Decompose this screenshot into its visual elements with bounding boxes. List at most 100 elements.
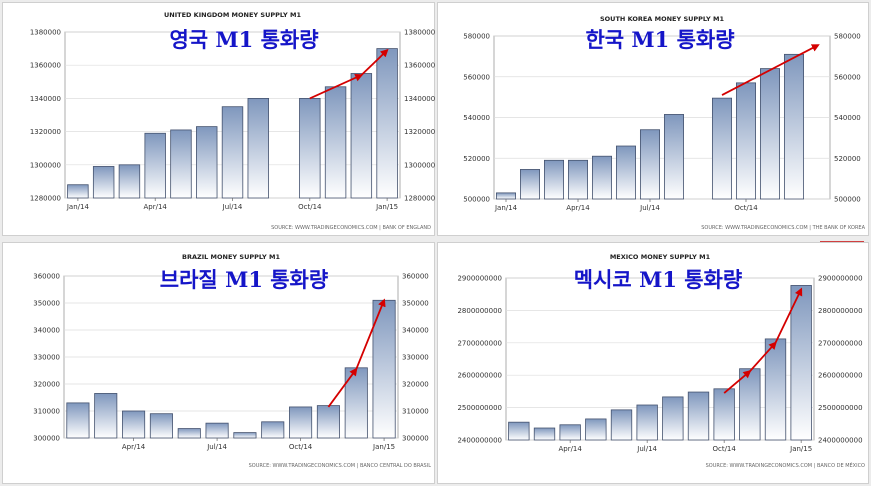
source-note: SOURCE: WWW.TRADINGECONOMICS.COM | BANK …	[271, 225, 431, 231]
arrow-head-icon	[349, 367, 358, 377]
y-tick-label-right: 2600000000	[818, 372, 863, 380]
bar	[67, 184, 89, 199]
bar	[118, 164, 141, 199]
bar	[559, 424, 581, 441]
bar	[221, 106, 244, 199]
chart-svg: 1280000 1280000 1300000 1300000 1320000 13200…	[30, 11, 435, 231]
x-tick-label: Jan/15	[789, 445, 812, 453]
x-tick-label: Jan/15	[375, 203, 398, 211]
bar	[615, 145, 636, 200]
x-tick-label: Jul/14	[222, 203, 243, 211]
y-tick-label-left: 2400000000	[457, 437, 502, 445]
bar	[585, 418, 607, 441]
uk-chart-panel: 1280000 1280000 1300000 1300000 1320000 13200…	[2, 2, 435, 236]
x-tick-label: Jul/14	[636, 445, 657, 453]
y-tick-label-right: 560000	[834, 73, 861, 81]
x-tick-label: Jan/14	[66, 203, 90, 211]
y-tick-label-left: 2800000000	[457, 307, 502, 315]
x-tick-label: Apr/14	[122, 443, 146, 451]
bar	[735, 82, 756, 200]
bar	[610, 409, 633, 441]
bar	[350, 73, 373, 199]
bar	[544, 159, 565, 200]
arrow-head-icon	[768, 341, 777, 350]
y-tick-label-left: 540000	[463, 114, 490, 122]
x-tick-label: Oct/14	[298, 203, 322, 211]
source-note: SOURCE: WWW.TRADINGECONOMICS.COM | BANCO…	[249, 463, 432, 469]
chart-title: MEXICO MONEY SUPPLY M1	[610, 253, 711, 261]
y-tick-label-left: 330000	[33, 354, 60, 362]
overlay-label: 영국 M1 통화량	[169, 27, 318, 52]
arrow-head-icon	[742, 370, 752, 379]
x-tick-label: Oct/14	[289, 443, 313, 451]
bar	[759, 68, 780, 200]
y-tick-label-right: 2500000000	[818, 404, 863, 412]
source-note: SOURCE: WWW.TRADINGECONOMICS.COM | BANCO…	[706, 461, 865, 469]
y-tick-label-right: 330000	[402, 354, 429, 362]
bar	[122, 410, 146, 439]
bar	[177, 428, 201, 439]
overlay-label: 멕시코 M1 통화량	[574, 267, 742, 292]
y-tick-label-right: 2400000000	[818, 437, 863, 445]
bar	[205, 422, 229, 439]
divider-line	[820, 241, 864, 242]
bar	[636, 404, 658, 441]
bar	[233, 432, 257, 439]
bar	[764, 338, 787, 441]
x-tick-label: Apr/14	[566, 204, 590, 212]
bar	[591, 155, 612, 200]
y-tick-label-left: 300000	[33, 435, 60, 443]
y-tick-label-right: 1300000	[404, 161, 435, 169]
y-tick-label-left: 2500000000	[457, 404, 502, 412]
bar	[496, 192, 517, 200]
bar	[149, 413, 173, 439]
source-note: SOURCE: WWW.TRADINGECONOMICS.COM | THE B…	[701, 225, 865, 231]
korea-chart-panel: 500000 500000 520000 520000 540000 540000 5600…	[437, 2, 869, 236]
bar	[316, 405, 340, 439]
bar	[92, 166, 115, 199]
bar	[533, 427, 556, 441]
bar	[508, 421, 530, 441]
bar	[567, 159, 588, 200]
x-tick-label: Jan/15	[372, 443, 395, 451]
y-tick-label-right: 1320000	[404, 128, 435, 136]
bar	[66, 402, 90, 439]
y-tick-label-left: 1320000	[30, 128, 61, 136]
bar	[790, 285, 812, 441]
y-tick-label-left: 350000	[33, 300, 60, 308]
bar	[687, 391, 710, 441]
bar	[170, 129, 192, 199]
y-tick-label-right: 1380000	[404, 29, 435, 37]
y-tick-label-left: 1300000	[30, 161, 61, 169]
bar	[324, 86, 347, 199]
y-tick-label-right: 500000	[834, 196, 861, 204]
trend-arrow	[723, 287, 803, 394]
x-tick-label: Jul/14	[206, 443, 227, 451]
plot-area	[505, 277, 815, 441]
x-tick-label: Jan/14	[494, 204, 518, 212]
bar	[376, 48, 398, 199]
trend-arrow	[721, 44, 820, 96]
bar	[261, 421, 285, 439]
bar	[783, 53, 804, 200]
y-tick-label-right: 2900000000	[818, 275, 863, 283]
brazil-chart-panel: 300000 300000 310000 310000 320000 320000 3300…	[2, 242, 435, 484]
overlay-label: 브라질 M1 통화량	[160, 267, 328, 292]
overlay-label: 한국 M1 통화량	[585, 27, 734, 52]
bar	[713, 388, 735, 441]
mexico-chart-panel: 2400000000 2400000000 2500000000 2500000000…	[437, 242, 869, 484]
y-tick-label-right: 360000	[402, 273, 429, 281]
bar	[144, 132, 166, 199]
bar	[299, 98, 321, 199]
x-tick-label: Apr/14	[558, 445, 582, 453]
bar	[639, 129, 660, 200]
y-tick-label-left: 320000	[33, 381, 60, 389]
y-tick-label-left: 520000	[463, 155, 490, 163]
y-tick-label-left: 1280000	[30, 195, 61, 203]
y-tick-label-left: 340000	[33, 327, 60, 335]
y-tick-label-right: 1360000	[404, 62, 435, 70]
y-tick-label-right: 300000	[402, 435, 429, 443]
bar	[739, 368, 761, 441]
y-tick-label-left: 580000	[463, 33, 490, 41]
bar	[247, 98, 269, 199]
